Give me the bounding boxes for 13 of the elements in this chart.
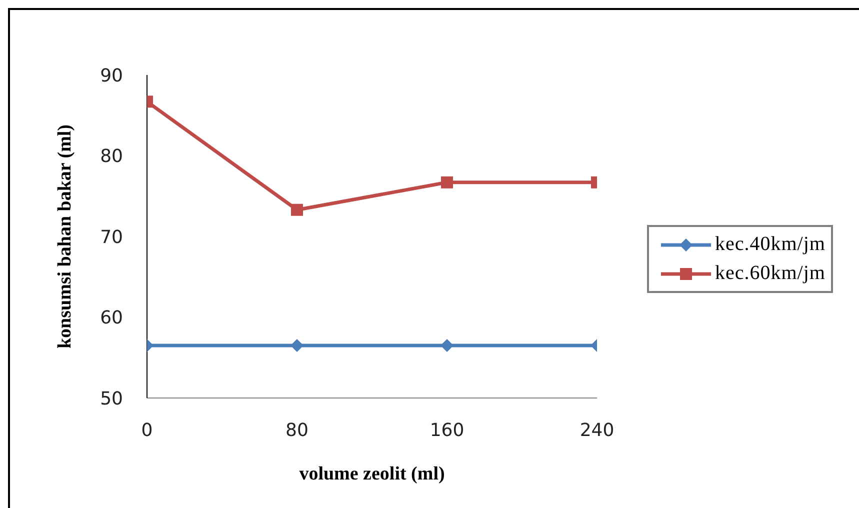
y-tick-label: 60 [100, 308, 123, 329]
x-axis-title: volume zeolit (ml) [299, 464, 445, 484]
y-tick-label: 50 [100, 388, 123, 410]
x-tick-label: 240 [580, 420, 614, 441]
y-tick-label: 90 [100, 65, 123, 86]
y-tick-label: 70 [100, 226, 123, 248]
y-axis-title: konsumsi bahan bakar (ml) [54, 124, 76, 349]
x-tick-label: 80 [286, 420, 308, 441]
legend-label: kec.40km/jm [715, 232, 826, 257]
y-tick-label: 80 [100, 146, 123, 168]
x-tick-label: 0 [141, 420, 153, 441]
x-tick-label: 160 [430, 420, 464, 441]
legend-label: kec.60km/jm [715, 261, 826, 286]
